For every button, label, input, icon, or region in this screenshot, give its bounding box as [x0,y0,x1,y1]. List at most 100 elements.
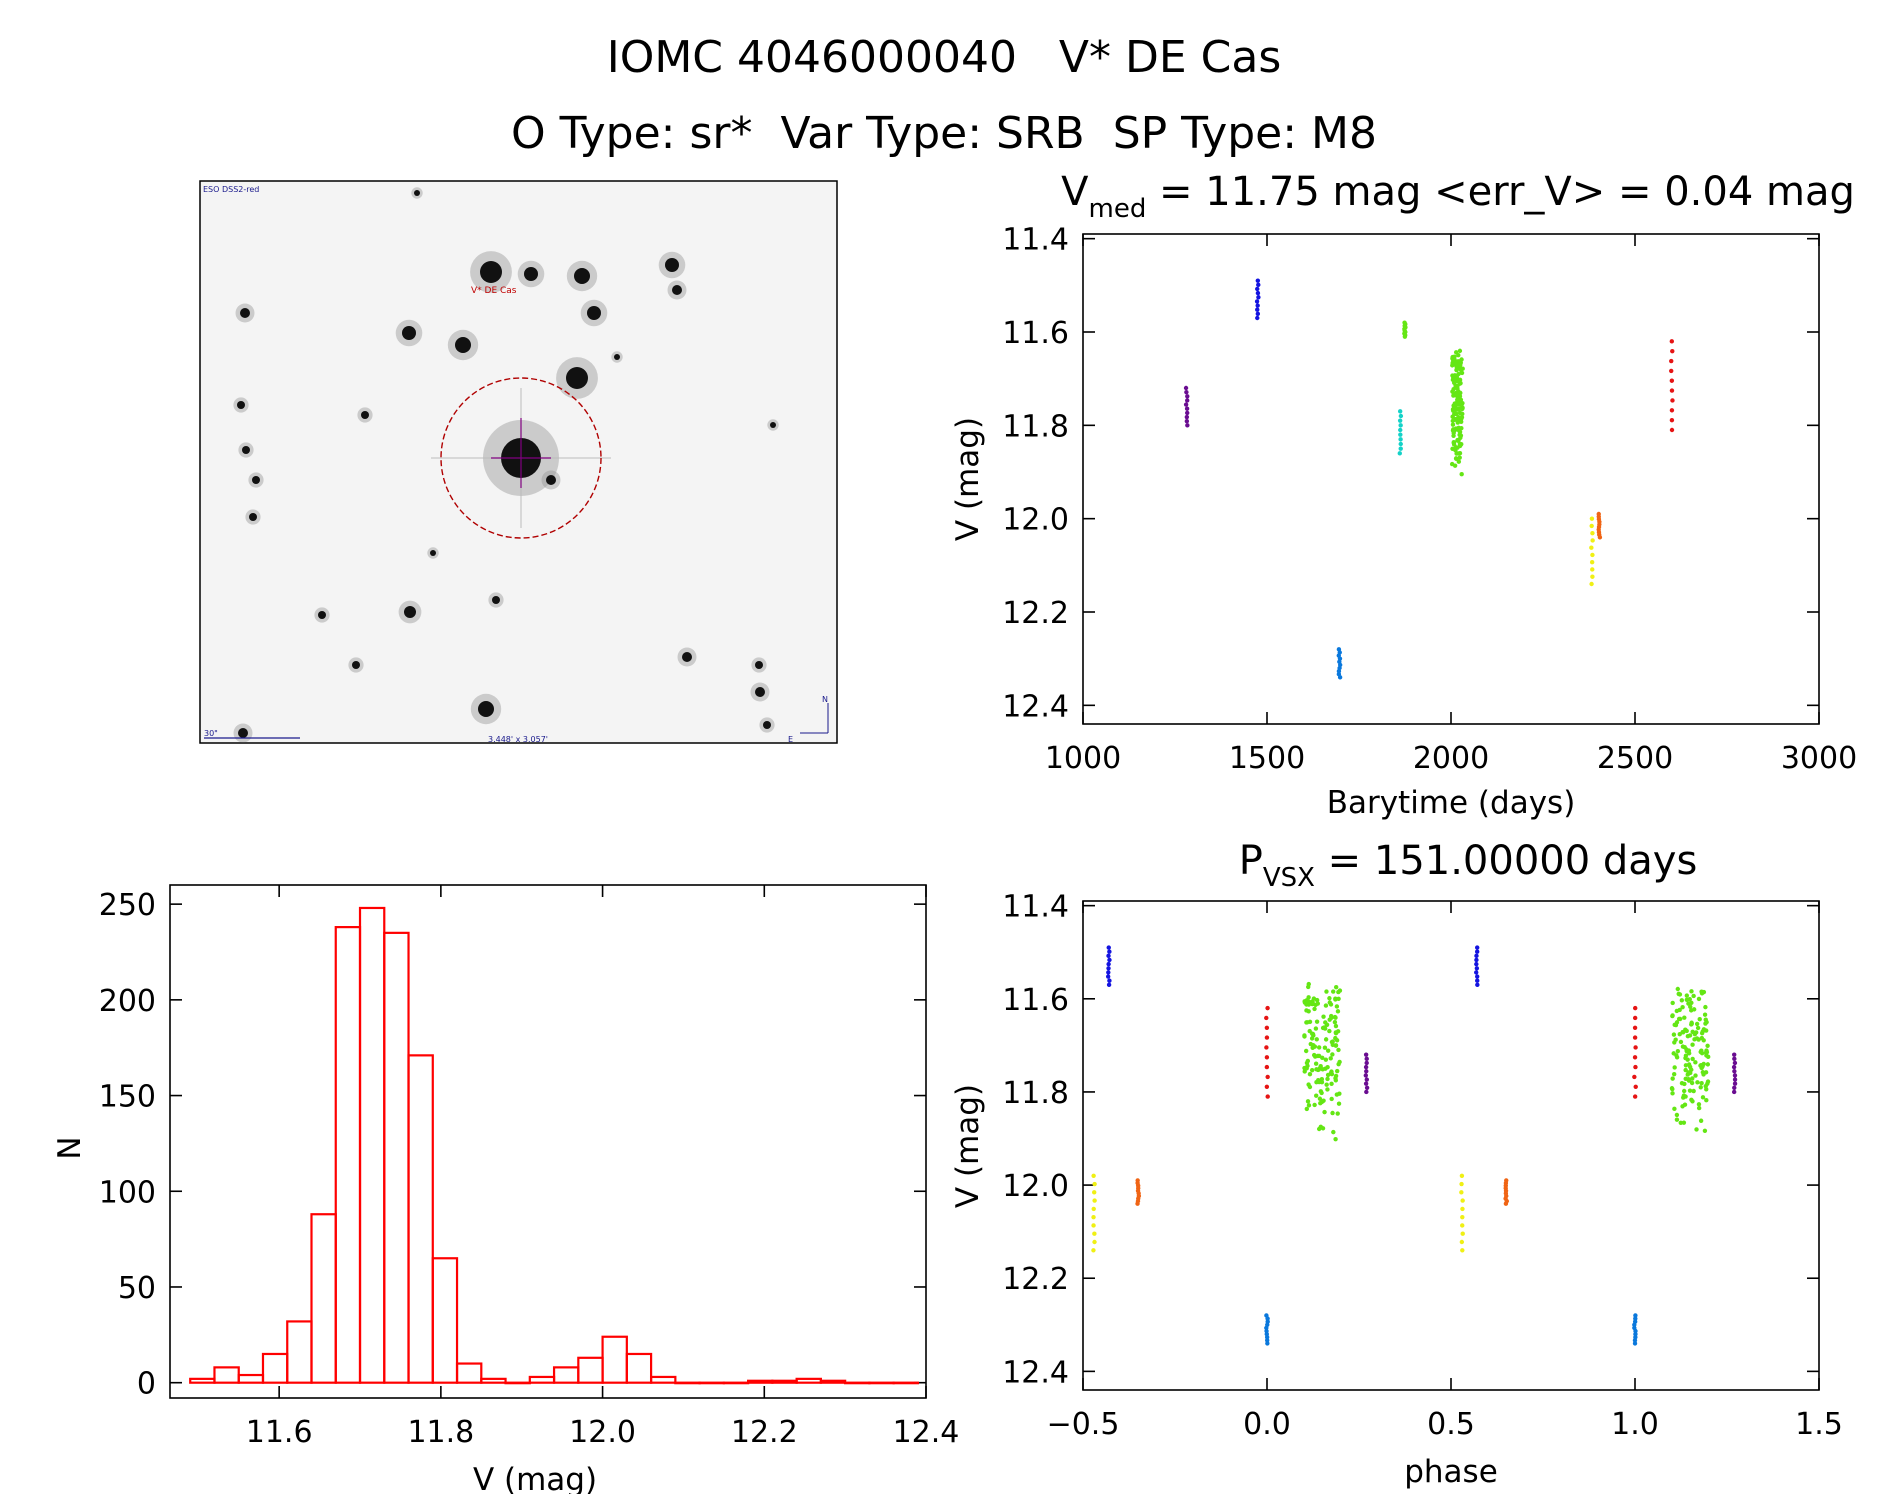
data-point [1459,426,1464,431]
star [750,682,770,702]
series-skyblue [1264,1313,1638,1346]
histogram-bar [892,1381,920,1385]
data-point [1330,1110,1335,1116]
histogram-bar [286,1320,313,1384]
data-point [1459,1190,1464,1195]
data-point [1184,389,1189,395]
data-point [1314,997,1320,1003]
star [677,647,697,667]
data-point [1699,1065,1704,1071]
series-green-a [1402,320,1408,339]
data-point [1705,1079,1711,1084]
data-point [1106,953,1111,959]
data-point [1333,1043,1339,1048]
data-point [1264,1025,1270,1030]
data-point [1107,957,1112,963]
data-point [1589,560,1595,565]
data-point [1314,1019,1320,1024]
data-point [1682,1015,1687,1020]
data-point [1322,1045,1328,1050]
data-point [1316,1126,1322,1132]
data-point [1458,397,1464,402]
data-point [1633,1328,1638,1334]
data-point [1451,358,1456,363]
light-curve-title-main: V [1061,169,1089,215]
data-point [1402,334,1408,339]
series-green [1302,981,1711,1142]
histogram-bar [698,1381,725,1385]
histogram-bar [868,1381,895,1385]
data-point [1334,1092,1340,1097]
light-curve-chart: 1000 1500 2000 2500 3000 11.4 11.6 11.8 12.0 12.2… [950,169,1857,821]
star [488,592,504,608]
histogram-bar [649,1375,677,1384]
data-point [1670,1091,1675,1096]
data-point [1590,552,1595,558]
data-point [1460,1206,1465,1212]
data-point [1331,989,1336,994]
data-point [1453,448,1458,453]
histogram-bar [358,906,386,1384]
figure-title: IOMC 4046000040 V* DE Cas [607,32,1282,83]
star [541,470,561,490]
light-curve-ylabel: V (mag) [950,417,986,541]
data-point [1327,1028,1332,1034]
data-point [1690,1042,1695,1047]
data-point [1183,385,1189,391]
data-point [1632,1341,1638,1346]
data-point [1459,1181,1464,1187]
data-point [1306,981,1311,987]
phased-curve-title-rest: = 151.00000 days [1315,838,1697,884]
data-point [1689,1067,1694,1072]
data-point [1689,1080,1695,1086]
data-point [1091,1173,1096,1178]
data-point [1333,1030,1339,1035]
data-point [1694,1127,1699,1132]
data-point [1398,441,1403,447]
data-point [1632,1094,1638,1099]
data-point [1107,949,1112,954]
data-point [1364,1085,1370,1091]
data-point [1685,1057,1690,1062]
data-point [1633,1064,1638,1070]
series-cyan [1397,409,1404,456]
data-point [1092,1231,1097,1236]
data-point [1305,1020,1310,1025]
data-point [1265,1005,1270,1011]
data-point [1677,992,1683,997]
histogram-bar [674,1381,701,1385]
data-point [1686,1070,1691,1075]
star [238,442,254,458]
phased-curve-title-main: P [1239,838,1263,884]
histogram-bar [189,1377,216,1384]
data-point [1698,1118,1704,1123]
data-point [1316,1045,1322,1050]
data-point [1699,1080,1704,1086]
data-point [1265,1074,1270,1080]
data-point [1450,422,1456,427]
y-tick-label: 12.0 [1002,503,1069,538]
data-point [1695,1025,1701,1031]
data-point [1335,1009,1341,1014]
east-label: E [788,735,793,744]
data-point [1458,406,1463,411]
data-point [1474,953,1479,959]
data-point [1633,1313,1638,1318]
data-point [1689,1000,1694,1006]
data-point [1450,414,1455,419]
data-point [1459,1173,1465,1178]
star [248,472,264,488]
data-point [1670,1000,1675,1006]
series-blue [1254,278,1261,321]
data-point [1305,1063,1310,1069]
histogram-bar [625,1352,653,1384]
histogram-bar [455,1362,483,1384]
x-tick-label: 1000 [1045,741,1121,776]
y-tick-label: 150 [99,1080,156,1115]
x-tick-label: −0.5 [1047,1407,1120,1442]
data-point [1452,354,1457,359]
data-point [1674,1112,1680,1118]
data-point [1669,427,1675,433]
data-point [1688,1004,1693,1009]
data-point [1672,1022,1677,1028]
